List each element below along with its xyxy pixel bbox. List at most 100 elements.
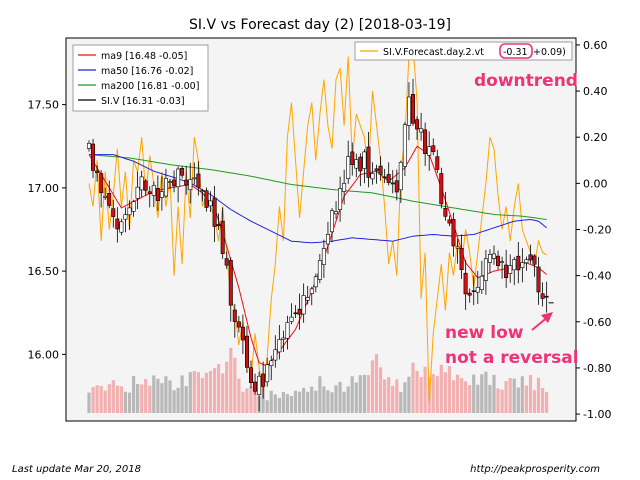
candle-body [143, 180, 148, 191]
candle-body [342, 183, 347, 192]
volume-bar [366, 375, 370, 413]
candle-body [439, 173, 444, 205]
volume-bar [115, 385, 119, 413]
volume-bar [435, 376, 439, 413]
candle-body [107, 193, 112, 206]
candle-body [419, 128, 424, 133]
candle-body [103, 196, 108, 198]
volume-bar [391, 385, 395, 413]
volume-bar [249, 386, 253, 413]
volume-bar [241, 391, 245, 413]
volume-bar [99, 385, 103, 413]
candle-body [467, 292, 472, 296]
right-tick-label: -1.00 [583, 408, 611, 421]
candle-body [358, 156, 363, 172]
chart-title: SI.V vs Forecast day (2) [2018-03-19] [189, 17, 451, 33]
candle-body [402, 124, 407, 167]
volume-bar [119, 386, 123, 413]
candle-body [463, 272, 468, 295]
candle-body [338, 188, 343, 211]
candle-body [212, 197, 217, 227]
right-axis: 0.60 0.40 0.20 0.00 -0.20 -0.40 -0.60 -0.80 -1.0… [576, 39, 611, 421]
volume-bar [476, 384, 480, 413]
volume-bar [176, 387, 180, 413]
volume-bar [383, 379, 387, 413]
candle-body [471, 290, 476, 293]
ma50-line [89, 154, 547, 244]
right-tick-label: -0.80 [583, 362, 611, 375]
volume-bar [289, 395, 294, 413]
volume-bar [496, 388, 500, 413]
volume-bar [204, 372, 208, 413]
volume-bar [314, 390, 318, 413]
candle-body [317, 260, 322, 280]
candle-body [269, 360, 274, 366]
right-tick-label: -0.40 [583, 270, 611, 283]
candle-body [394, 180, 399, 193]
candle-body [536, 266, 541, 293]
volume-bar [439, 364, 443, 413]
candle-body [398, 162, 403, 191]
volume-bar [338, 381, 342, 413]
candle-body [192, 177, 197, 180]
candle-body [159, 191, 164, 198]
candle-body [249, 367, 254, 384]
volume-bar [136, 384, 140, 413]
candle-body [427, 146, 432, 156]
volume-bar [281, 392, 285, 413]
volume-bar [160, 383, 164, 413]
candle-body [504, 264, 509, 278]
volume-bar [140, 384, 144, 413]
candle-body [406, 96, 411, 126]
candle-body [216, 224, 221, 227]
candle-body [200, 190, 205, 192]
candle-body [491, 253, 496, 259]
legend-left-label: ma50 [16.76 -0.02] [101, 66, 193, 77]
volume-bar [350, 376, 354, 413]
volume-bar [148, 385, 152, 413]
legend-right-highlight-box [499, 43, 533, 59]
candle-body [512, 259, 517, 271]
right-tick-label: 0.60 [583, 39, 608, 52]
legend-right-label-suffix: +0.09) [533, 47, 566, 58]
volume-bar [127, 392, 132, 413]
volume-bar [310, 386, 314, 413]
volume-bar [532, 390, 537, 413]
left-tick-label: 17.50 [28, 99, 60, 112]
candle-body [172, 179, 177, 187]
volume-bar [164, 376, 168, 413]
volume-bar [484, 371, 488, 413]
candle-body [131, 201, 136, 212]
candle-body [127, 207, 132, 216]
candle-body [366, 146, 371, 178]
candle-body [378, 165, 383, 175]
candle-body [261, 373, 266, 387]
candle-body [459, 248, 464, 271]
candle-body [524, 259, 529, 264]
candle-body [99, 173, 104, 194]
candle-body [164, 178, 169, 197]
volume-bar [346, 386, 350, 413]
volume-bar [524, 385, 528, 413]
volume-bar [322, 386, 326, 413]
volume-bar [156, 378, 160, 413]
annotations: downtrend new low not a reversal [445, 71, 579, 368]
volume-bar [188, 372, 192, 413]
right-tick-label: -0.20 [583, 224, 611, 237]
footer-url[interactable]: http://peakprosperity.com [470, 464, 600, 475]
candle-body [301, 295, 306, 315]
volume-bar [464, 381, 468, 413]
candle-body [325, 234, 330, 245]
volume-bar [403, 382, 407, 413]
volume-bar [520, 376, 524, 413]
candle-body [273, 349, 278, 361]
candle-body [240, 326, 245, 341]
volume-bar [492, 374, 496, 413]
candle-body [265, 364, 270, 383]
volume-bar [229, 347, 233, 413]
volume-bar [172, 390, 176, 413]
forecast-series [88, 44, 547, 403]
right-tick-label: -0.60 [583, 316, 611, 329]
volume-bar [273, 394, 277, 413]
